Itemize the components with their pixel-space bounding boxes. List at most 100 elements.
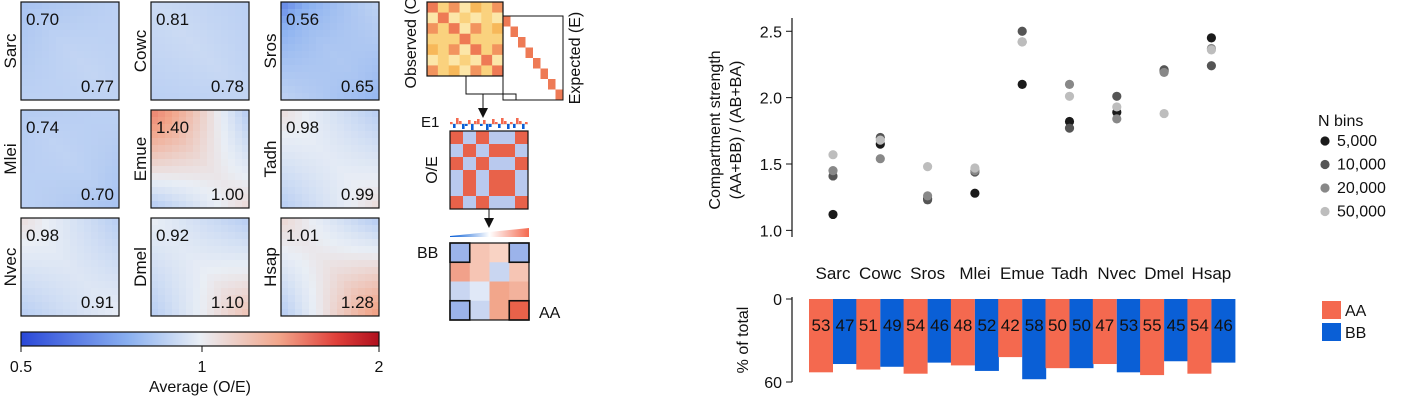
heatmap-cell bbox=[235, 302, 243, 310]
heatmap-cell bbox=[281, 131, 289, 139]
heatmap-cell bbox=[323, 2, 331, 10]
heatmap-cell bbox=[172, 295, 180, 303]
heatmap-cell bbox=[112, 260, 120, 268]
heatmap-cell bbox=[151, 51, 159, 59]
heatmap-cell bbox=[221, 51, 229, 59]
heatmap-cell bbox=[309, 180, 317, 188]
heatmap-cell bbox=[323, 194, 331, 202]
heatmap-cell bbox=[172, 166, 180, 174]
heatmap-cell bbox=[351, 131, 359, 139]
heatmap-cell bbox=[21, 117, 29, 125]
heatmap-cell bbox=[91, 218, 99, 226]
heatmap-cell bbox=[242, 138, 250, 146]
saddle-cell bbox=[489, 262, 510, 282]
heatmap-cell bbox=[281, 173, 289, 181]
heatmap-cell bbox=[323, 16, 331, 24]
heatmap-cell bbox=[214, 274, 222, 282]
heatmap-cell bbox=[316, 253, 324, 261]
heatmap-cell bbox=[179, 194, 187, 202]
heatmap-cell bbox=[235, 65, 243, 73]
heatmap-cell bbox=[351, 218, 359, 226]
heatmap-cell bbox=[56, 79, 64, 87]
bar-aa bbox=[1187, 299, 1212, 374]
heatmap-cell bbox=[28, 218, 36, 226]
heatmap-cell bbox=[172, 79, 180, 87]
heatmap-cell bbox=[91, 16, 99, 24]
heatmap-cell bbox=[207, 51, 215, 59]
saddle-cell bbox=[489, 300, 510, 321]
heatmap-cell bbox=[242, 274, 250, 282]
heatmap-border bbox=[280, 1, 380, 101]
heatmap-cell bbox=[42, 58, 50, 66]
heatmap-cell bbox=[281, 187, 289, 195]
heatmap-cell bbox=[221, 152, 229, 160]
heatmap-cell bbox=[288, 131, 296, 139]
heatmap-cell bbox=[200, 86, 208, 94]
heatmap-cell bbox=[63, 166, 71, 174]
heatmap-cell bbox=[288, 225, 296, 233]
heatmap-cell bbox=[49, 187, 57, 195]
heatmap-cell bbox=[70, 152, 78, 160]
heatmap-cell bbox=[330, 30, 338, 38]
heatmap-cell bbox=[35, 267, 43, 275]
heatmap-cell bbox=[186, 117, 194, 125]
heatmap-cell bbox=[49, 152, 57, 160]
heatmap-cell bbox=[70, 225, 78, 233]
heatmap-cell bbox=[35, 260, 43, 268]
observed-cell bbox=[481, 23, 493, 35]
bar-bb-label: 53 bbox=[1119, 316, 1138, 335]
heatmap-cell bbox=[77, 145, 85, 153]
heatmap-cell bbox=[242, 79, 250, 87]
heatmap-cell bbox=[302, 194, 310, 202]
heatmap-cell bbox=[42, 44, 50, 52]
heatmap-cell bbox=[112, 267, 120, 275]
heatmap-cell bbox=[316, 260, 324, 268]
heatmap-cell bbox=[179, 152, 187, 160]
heatmap-cell bbox=[172, 201, 180, 209]
heatmap-cell bbox=[91, 152, 99, 160]
heatmap-cell bbox=[309, 173, 317, 181]
heatmap-cell bbox=[316, 288, 324, 296]
heatmap-cell bbox=[302, 58, 310, 66]
heatmap-cell bbox=[179, 23, 187, 31]
heatmap-cell bbox=[344, 173, 352, 181]
heatmap-cell bbox=[98, 152, 106, 160]
heatmap-cell bbox=[337, 166, 345, 174]
heatmap-aa-value: 0.91 bbox=[81, 293, 114, 312]
heatmap-cell bbox=[330, 65, 338, 73]
heatmap-cell bbox=[84, 93, 92, 101]
heatmap-cell bbox=[358, 260, 366, 268]
heatmap-cell bbox=[21, 267, 29, 275]
heatmap-cell bbox=[214, 152, 222, 160]
heatmap-cell bbox=[70, 44, 78, 52]
heatmap-cell bbox=[242, 281, 250, 289]
heatmap-cell bbox=[344, 51, 352, 59]
heatmap-cell bbox=[193, 44, 201, 52]
heatmap-cell bbox=[56, 274, 64, 282]
e1-bar bbox=[483, 120, 486, 124]
heatmap-cell bbox=[193, 166, 201, 174]
heatmap-cell bbox=[295, 44, 303, 52]
heatmap-cell bbox=[42, 23, 50, 31]
heatmap-cell bbox=[242, 218, 250, 226]
heatmap-cell bbox=[172, 309, 180, 317]
heatmap-cell bbox=[228, 180, 236, 188]
heatmap-cell bbox=[158, 30, 166, 38]
heatmap-cell bbox=[316, 281, 324, 289]
heatmap-cell bbox=[49, 44, 57, 52]
heatmap-cell bbox=[344, 72, 352, 80]
heatmap-cell bbox=[358, 239, 366, 247]
heatmap-cell bbox=[242, 30, 250, 38]
heatmap-cell bbox=[214, 232, 222, 240]
oe-matrix bbox=[450, 131, 529, 210]
scatter-x-tick-label: Hsap bbox=[1192, 264, 1232, 283]
colorbar-tick-label: 0.5 bbox=[10, 359, 32, 376]
e1-bar bbox=[453, 124, 456, 128]
oe-cell bbox=[463, 157, 477, 171]
heatmap-cell bbox=[214, 65, 222, 73]
heatmap-cell bbox=[35, 16, 43, 24]
heatmap-cell bbox=[330, 288, 338, 296]
heatmap-cell bbox=[21, 194, 29, 202]
heatmap-cell bbox=[105, 302, 113, 310]
